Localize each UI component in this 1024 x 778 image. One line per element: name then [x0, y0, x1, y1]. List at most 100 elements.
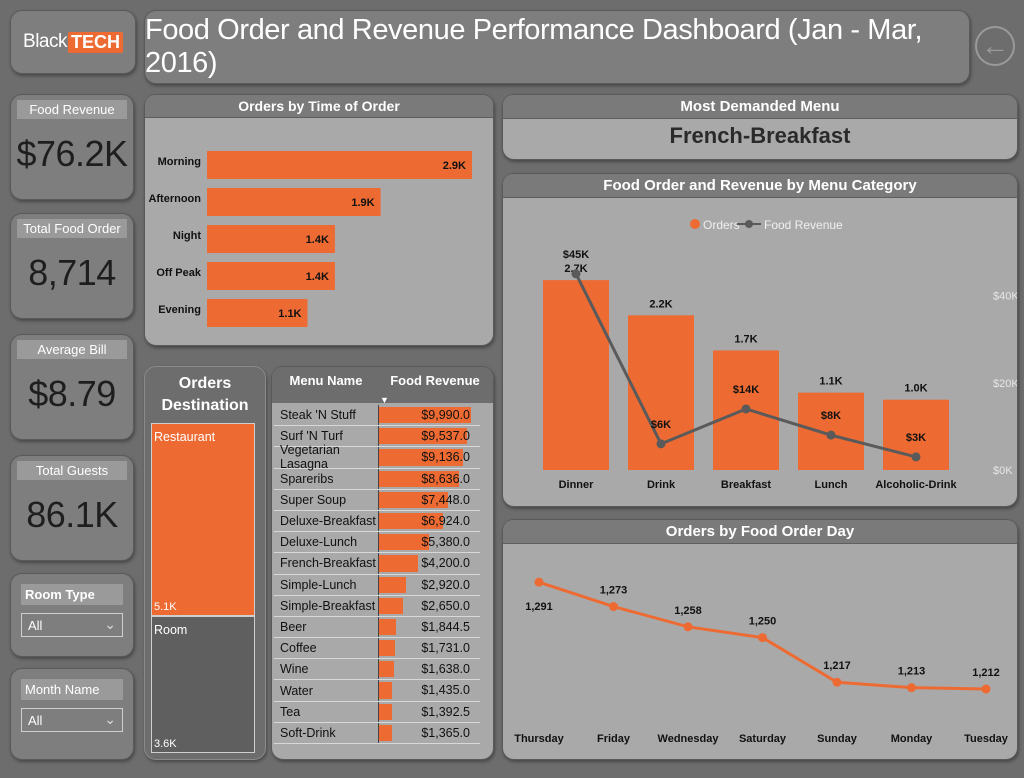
room-type-dropdown[interactable]: All ⌄ — [21, 613, 123, 637]
kpi-value: $8.79 — [28, 373, 116, 414]
revenue-data-bar — [379, 555, 418, 572]
day-point[interactable] — [683, 622, 693, 632]
table-row[interactable]: Surf 'N Turf $9,537.0 — [274, 426, 480, 448]
table-row[interactable]: Deluxe-Lunch $5,380.0 — [274, 532, 480, 554]
x-tick-label: Alcoholic-Drink — [875, 479, 957, 491]
col-food-revenue[interactable]: Food Revenue — [390, 373, 480, 388]
revenue-cell: $9,537.0 — [378, 426, 474, 447]
revenue-data-label: $8K — [821, 410, 841, 422]
revenue-data-label: $3K — [906, 432, 926, 444]
destination-name: Room — [154, 623, 188, 638]
data-label: 2.9K — [443, 160, 466, 172]
destination-block-room[interactable]: Room 3.6K — [151, 616, 255, 753]
kpi-value: 86.1K — [26, 494, 118, 535]
revenue-point[interactable] — [656, 439, 666, 449]
title-bar: Food Order and Revenue Performance Dashb… — [144, 10, 970, 84]
slicer-label: Month Name — [21, 679, 123, 700]
table-row[interactable]: Coffee $1,731.0 — [274, 638, 480, 660]
table-row[interactable]: Wine $1,638.0 — [274, 659, 480, 681]
revenue-cell: $1,435.0 — [378, 680, 474, 701]
logo-black: Black — [23, 31, 67, 52]
table-row[interactable]: Steak 'N Stuff $9,990.0 — [274, 405, 480, 427]
revenue-data-label: $14K — [733, 384, 759, 396]
table-row[interactable]: Soft-Drink $1,365.0 — [274, 722, 480, 744]
x-tick-label: Thursday — [514, 733, 564, 745]
y-tick-label: Morning — [158, 156, 201, 168]
revenue-point[interactable] — [741, 404, 751, 414]
bar[interactable] — [207, 151, 472, 179]
revenue-cell: $9,136.0 — [378, 447, 474, 468]
data-label: 1.9K — [351, 197, 374, 209]
revenue-value: $9,537.0 — [421, 429, 470, 444]
revenue-data-label: $45K — [563, 249, 589, 261]
revenue-cell: $1,731.0 — [378, 638, 474, 659]
table-row[interactable]: Beer $1,844.5 — [274, 616, 480, 639]
y2-tick-label: $0K — [993, 465, 1013, 477]
day-point[interactable] — [758, 633, 767, 643]
kpi-label: Average Bill — [17, 340, 127, 359]
table-row[interactable]: Vegetarian Lasagna $9,136.0 — [274, 443, 480, 471]
day-point[interactable] — [832, 677, 842, 687]
day-point[interactable] — [534, 577, 544, 587]
x-tick-label: Saturday — [739, 733, 787, 745]
table-row[interactable]: Spareribs $8,636.0 — [274, 468, 480, 490]
legend-revenue-marker — [745, 220, 753, 228]
revenue-data-bar — [379, 576, 406, 593]
back-arrow-icon[interactable]: ← — [975, 26, 1015, 66]
revenue-point[interactable] — [571, 269, 581, 279]
revenue-data-bar — [379, 703, 392, 720]
data-label: 1.4K — [306, 234, 329, 246]
table-row[interactable]: Tea $1,392.5 — [274, 701, 480, 723]
revenue-point[interactable] — [826, 430, 836, 440]
most-demanded-label: Most Demanded Menu — [503, 95, 1017, 119]
bar[interactable] — [207, 225, 335, 253]
month-name-dropdown[interactable]: All ⌄ — [21, 708, 123, 732]
menu-name-cell: Wine — [280, 662, 309, 677]
destination-block-restaurant[interactable]: Restaurant 5.1K — [151, 423, 255, 617]
legend-revenue: Food Revenue — [764, 218, 843, 232]
revenue-data-bar — [379, 597, 404, 614]
table-row[interactable]: Super Soup $7,448.0 — [274, 489, 480, 511]
day-point[interactable] — [981, 684, 991, 694]
col-menu-name[interactable]: Menu Name — [289, 373, 363, 388]
revenue-data-bar — [379, 512, 443, 530]
data-label: 1.1K — [278, 308, 301, 320]
day-point[interactable] — [907, 683, 916, 693]
kpi-label: Food Revenue — [17, 100, 127, 119]
logo-tech: TECH — [67, 31, 123, 53]
bar[interactable] — [543, 280, 609, 470]
table-row[interactable]: French-Breakfast $4,200.0 — [274, 553, 480, 575]
kpi-label: Total Food Order — [17, 219, 127, 238]
destination-value: 5.1K — [154, 601, 177, 614]
chevron-down-icon: ⌄ — [104, 616, 116, 632]
y-tick-label: Night — [173, 230, 201, 242]
revenue-cell: $6,924.0 — [378, 510, 474, 532]
revenue-point[interactable] — [911, 452, 921, 462]
sort-desc-icon[interactable]: ▼ — [380, 395, 389, 405]
menu-name-cell: Surf 'N Turf — [280, 429, 343, 444]
menu-category-chart: Orders Food Revenue $0K $20K $40K 2.7K Dinner 2… — [543, 218, 1017, 491]
revenue-cell: $5,380.0 — [378, 532, 474, 553]
revenue-data-bar — [379, 618, 396, 636]
table-row[interactable]: Simple-Lunch $2,920.0 — [274, 574, 480, 596]
menu-name-cell: Vegetarian Lasagna — [280, 443, 340, 472]
bar[interactable] — [207, 262, 335, 290]
bar-data-label: 2.7K — [564, 263, 587, 275]
revenue-value: $1,638.0 — [421, 662, 470, 677]
menu-name-cell: Tea — [280, 704, 301, 719]
menu-name-cell: Steak 'N Stuff — [280, 408, 356, 423]
revenue-value: $9,136.0 — [421, 450, 470, 465]
orders-by-day-card: Orders by Food Order Day 1,291 Thursday 1,… — [502, 519, 1018, 760]
point-data-label: 1,273 — [600, 585, 628, 597]
day-point[interactable] — [609, 602, 618, 612]
table-row[interactable]: Deluxe-Breakfast $6,924.0 — [274, 510, 480, 533]
bar[interactable] — [207, 188, 381, 216]
menu-name-cell: Coffee — [280, 641, 317, 656]
revenue-cell: $4,200.0 — [378, 553, 474, 574]
table-row[interactable]: Simple-Breakfast $2,650.0 — [274, 595, 480, 617]
table-row[interactable]: Water $1,435.0 — [274, 680, 480, 702]
legend-orders: Orders — [703, 218, 740, 232]
destination-title-line1: Orders — [178, 375, 232, 392]
y2-tick-label: $20K — [993, 378, 1017, 390]
bar[interactable] — [207, 299, 308, 327]
